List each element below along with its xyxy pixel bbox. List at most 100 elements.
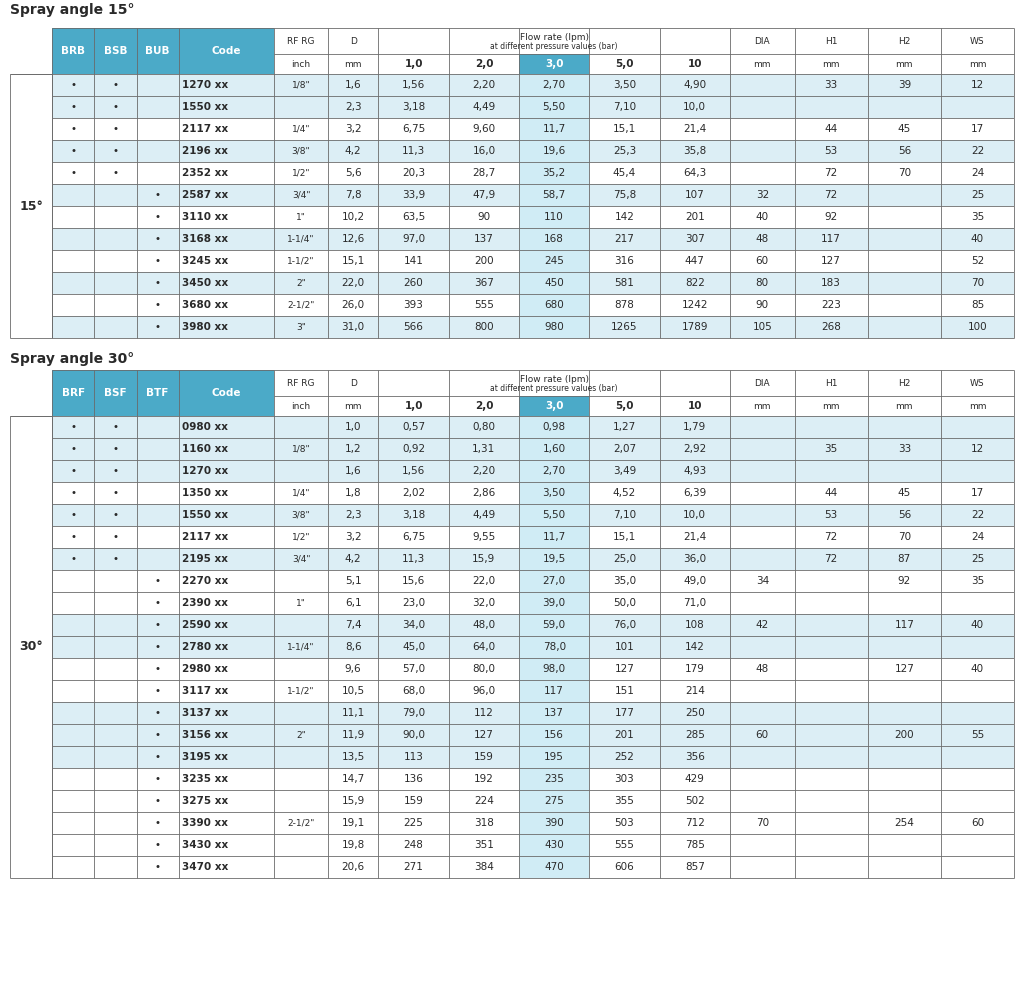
Text: 3117 xx: 3117 xx — [181, 686, 228, 696]
Text: 3680 xx: 3680 xx — [181, 300, 228, 310]
Text: 3,50: 3,50 — [613, 80, 636, 90]
Text: 40: 40 — [971, 664, 984, 674]
Text: •: • — [155, 278, 161, 288]
Text: 224: 224 — [474, 796, 494, 806]
Text: 1": 1" — [296, 213, 306, 222]
Text: WS: WS — [970, 37, 985, 46]
Text: 19,1: 19,1 — [341, 818, 365, 828]
Text: 22: 22 — [971, 510, 984, 520]
Text: 64,0: 64,0 — [472, 642, 496, 652]
Text: D: D — [349, 37, 356, 46]
Text: 15,6: 15,6 — [402, 576, 425, 586]
Text: 2-1/2": 2-1/2" — [288, 300, 314, 309]
Text: 6,1: 6,1 — [345, 598, 361, 608]
Text: mm: mm — [754, 401, 771, 410]
Text: 57,0: 57,0 — [402, 664, 425, 674]
Text: 1-1/2": 1-1/2" — [288, 687, 314, 696]
Bar — [519, 768, 590, 790]
Text: 24: 24 — [971, 168, 984, 178]
Text: 390: 390 — [545, 818, 564, 828]
Text: 3195 xx: 3195 xx — [181, 752, 227, 762]
Text: at different pressure values (bar): at different pressure values (bar) — [490, 42, 617, 51]
Text: 71,0: 71,0 — [683, 598, 707, 608]
Text: 168: 168 — [544, 234, 564, 244]
Text: 3168 xx: 3168 xx — [181, 234, 228, 244]
Text: 712: 712 — [685, 818, 705, 828]
Bar — [52, 658, 1014, 680]
Text: Code: Code — [212, 46, 242, 56]
Text: 47,9: 47,9 — [472, 190, 496, 200]
Text: 141: 141 — [403, 256, 424, 266]
Text: BTF: BTF — [146, 388, 169, 398]
Bar — [519, 724, 590, 746]
Text: 878: 878 — [614, 300, 635, 310]
Text: 53: 53 — [824, 510, 838, 520]
Bar — [519, 228, 590, 250]
Text: 2270 xx: 2270 xx — [181, 576, 228, 586]
Text: 98,0: 98,0 — [543, 664, 565, 674]
Text: 90,0: 90,0 — [402, 730, 425, 740]
Text: •: • — [113, 124, 119, 134]
Bar — [52, 460, 1014, 482]
Text: 44: 44 — [824, 124, 838, 134]
Text: •: • — [155, 190, 161, 200]
Bar — [52, 228, 1014, 250]
Text: mm: mm — [344, 60, 361, 69]
Bar — [449, 370, 519, 416]
Bar — [659, 370, 730, 416]
Bar — [941, 370, 1014, 416]
Text: 40: 40 — [971, 620, 984, 630]
Bar — [52, 74, 1014, 96]
Bar — [94, 370, 136, 416]
Bar — [519, 294, 590, 316]
Text: RF RG: RF RG — [288, 37, 314, 46]
Text: 1270 xx: 1270 xx — [181, 80, 228, 90]
Text: 271: 271 — [403, 862, 424, 872]
Text: 17: 17 — [971, 124, 984, 134]
Text: 14,7: 14,7 — [341, 774, 365, 784]
Text: •: • — [155, 708, 161, 718]
Text: 268: 268 — [821, 322, 841, 332]
Text: 200: 200 — [474, 256, 494, 266]
Text: 2,3: 2,3 — [345, 510, 361, 520]
Bar — [519, 658, 590, 680]
Text: 4,90: 4,90 — [683, 80, 707, 90]
Text: 87: 87 — [898, 554, 911, 564]
Text: 15,9: 15,9 — [472, 554, 496, 564]
Bar — [52, 702, 1014, 724]
Text: 35,2: 35,2 — [543, 168, 566, 178]
Bar — [519, 272, 590, 294]
Text: mm: mm — [822, 60, 840, 69]
Text: •: • — [113, 466, 119, 476]
Text: 503: 503 — [614, 818, 634, 828]
Text: 2,20: 2,20 — [472, 466, 496, 476]
Text: 318: 318 — [474, 818, 494, 828]
Text: 7,10: 7,10 — [613, 102, 636, 112]
Text: 26,0: 26,0 — [342, 300, 365, 310]
Text: 3137 xx: 3137 xx — [181, 708, 228, 718]
Text: Spray angle 15°: Spray angle 15° — [10, 3, 134, 17]
Text: 101: 101 — [614, 642, 634, 652]
Text: 470: 470 — [545, 862, 564, 872]
Bar — [449, 28, 519, 74]
Text: BRF: BRF — [61, 388, 85, 398]
Text: 1550 xx: 1550 xx — [181, 102, 228, 112]
Text: 36,0: 36,0 — [683, 554, 707, 564]
Text: 40: 40 — [756, 212, 769, 222]
Bar — [52, 206, 1014, 228]
Text: 1270 xx: 1270 xx — [181, 466, 228, 476]
Text: 3156 xx: 3156 xx — [181, 730, 228, 740]
Text: 6,75: 6,75 — [402, 532, 425, 542]
Text: 68,0: 68,0 — [402, 686, 425, 696]
Text: 250: 250 — [685, 708, 705, 718]
Text: 2": 2" — [296, 278, 306, 287]
Text: mm: mm — [896, 401, 913, 410]
Text: 450: 450 — [545, 278, 564, 288]
Bar — [52, 162, 1014, 184]
Text: 3/8": 3/8" — [292, 511, 310, 520]
Text: 1-1/4": 1-1/4" — [288, 235, 314, 244]
Text: 1,0: 1,0 — [404, 401, 423, 411]
Bar — [867, 28, 941, 74]
Text: 2,0: 2,0 — [475, 59, 494, 69]
Bar — [519, 162, 590, 184]
